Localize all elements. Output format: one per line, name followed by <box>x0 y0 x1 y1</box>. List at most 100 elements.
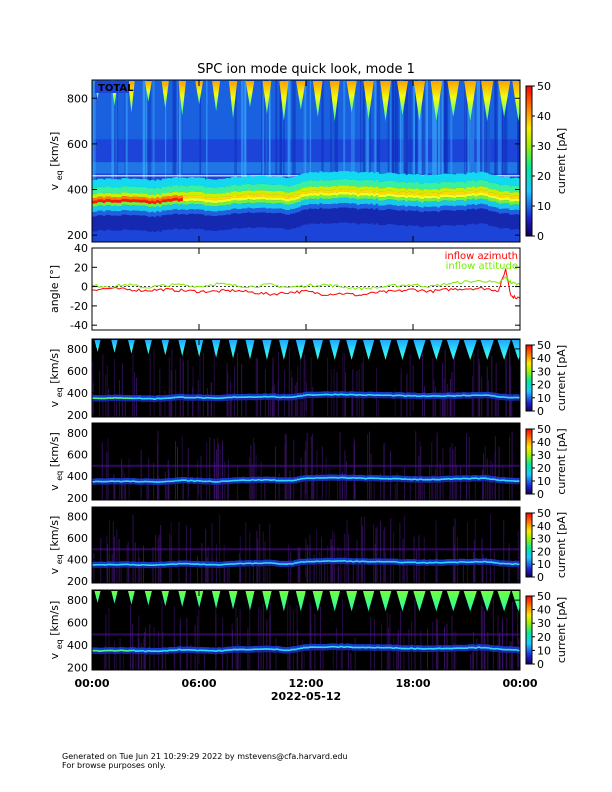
core-cell <box>482 193 486 196</box>
core-cell <box>388 204 393 210</box>
core-cell <box>431 198 435 202</box>
core-cell <box>265 200 270 204</box>
core-cell <box>410 192 414 196</box>
core-cell <box>458 479 463 482</box>
core-cell <box>159 650 163 653</box>
core-cell <box>338 185 342 190</box>
core-cell <box>396 192 401 195</box>
core-cell <box>402 210 406 225</box>
stripe <box>360 80 362 183</box>
core-cell <box>250 562 255 565</box>
core-cell <box>177 560 182 563</box>
core-cell <box>125 399 130 402</box>
core-cell <box>105 199 109 202</box>
core-cell <box>318 478 322 482</box>
noise-stripe <box>111 553 113 583</box>
noise-stripe <box>321 446 323 500</box>
core-cell <box>330 558 335 561</box>
core-cell <box>235 477 240 480</box>
core-cell <box>404 189 409 193</box>
noise-stripe <box>517 611 519 670</box>
stripe <box>415 80 418 183</box>
core-cell <box>483 396 487 399</box>
noise-stripe <box>157 475 159 500</box>
core-cell <box>281 560 286 564</box>
core-cell <box>250 648 255 651</box>
core-cell <box>388 391 393 395</box>
core-cell <box>447 173 452 182</box>
core-cell <box>228 196 232 199</box>
core-cell <box>201 209 205 215</box>
y-label-unit: [km/s] <box>48 432 61 471</box>
core-cell <box>455 647 460 650</box>
core-cell <box>510 477 515 481</box>
core-cell <box>201 185 205 193</box>
core-cell <box>143 652 148 655</box>
noise-stripe <box>100 538 102 583</box>
core-cell <box>394 173 398 182</box>
core-cell <box>391 477 396 480</box>
core-cell <box>351 207 355 223</box>
core-cell <box>418 201 422 208</box>
core-cell <box>466 186 470 191</box>
core-cell <box>205 647 209 650</box>
core-cell <box>241 212 246 228</box>
core-cell <box>186 480 191 482</box>
core-cell <box>217 561 221 565</box>
colorbar-label: current [pA] <box>555 428 568 494</box>
core-cell <box>498 213 502 229</box>
core-cell <box>361 475 365 478</box>
core-cell <box>209 202 213 206</box>
core-cell <box>455 477 460 480</box>
core-cell <box>413 182 417 189</box>
core-cell <box>172 200 176 205</box>
core-cell <box>367 193 371 197</box>
core-cell <box>150 206 155 212</box>
noise-stripe <box>377 400 379 417</box>
core-cell <box>257 207 262 213</box>
core-cell <box>376 475 380 478</box>
core-cell <box>153 201 157 205</box>
core-cell <box>423 195 427 199</box>
core-cell <box>232 563 237 565</box>
core-cell <box>101 397 105 400</box>
noise-stripe <box>153 348 155 417</box>
core-cell <box>104 564 108 566</box>
noise-stripe <box>422 475 424 500</box>
core-cell <box>461 647 466 650</box>
core-cell <box>338 179 342 186</box>
core-cell <box>275 560 280 563</box>
noise-stripe <box>272 357 274 417</box>
core-cell <box>388 478 393 480</box>
core-cell <box>97 199 101 203</box>
core-cell <box>400 394 405 397</box>
core-cell <box>419 397 423 400</box>
stripe <box>176 80 178 183</box>
core-cell <box>322 204 326 209</box>
core-cell <box>183 479 188 482</box>
core-cell <box>110 399 114 402</box>
core-cell <box>407 197 411 201</box>
core-cell <box>386 172 390 181</box>
noise-stripe <box>383 443 385 500</box>
core-cell <box>247 193 251 197</box>
core-cell <box>177 201 181 205</box>
core-cell <box>299 392 304 396</box>
core-cell <box>327 561 332 565</box>
core-cell <box>364 475 368 478</box>
core-cell <box>314 190 318 193</box>
core-cell <box>327 195 331 200</box>
core-cell <box>278 560 283 564</box>
core-cell <box>461 649 466 652</box>
core-cell <box>397 475 402 478</box>
core-cell <box>415 210 419 226</box>
core-cell <box>189 479 194 482</box>
core-cell <box>479 171 484 180</box>
core-cell <box>468 561 472 564</box>
core-cell <box>504 650 509 653</box>
core-cell <box>104 651 108 654</box>
core-cell <box>340 179 345 186</box>
core-cell <box>345 474 350 478</box>
core-cell <box>122 478 127 481</box>
